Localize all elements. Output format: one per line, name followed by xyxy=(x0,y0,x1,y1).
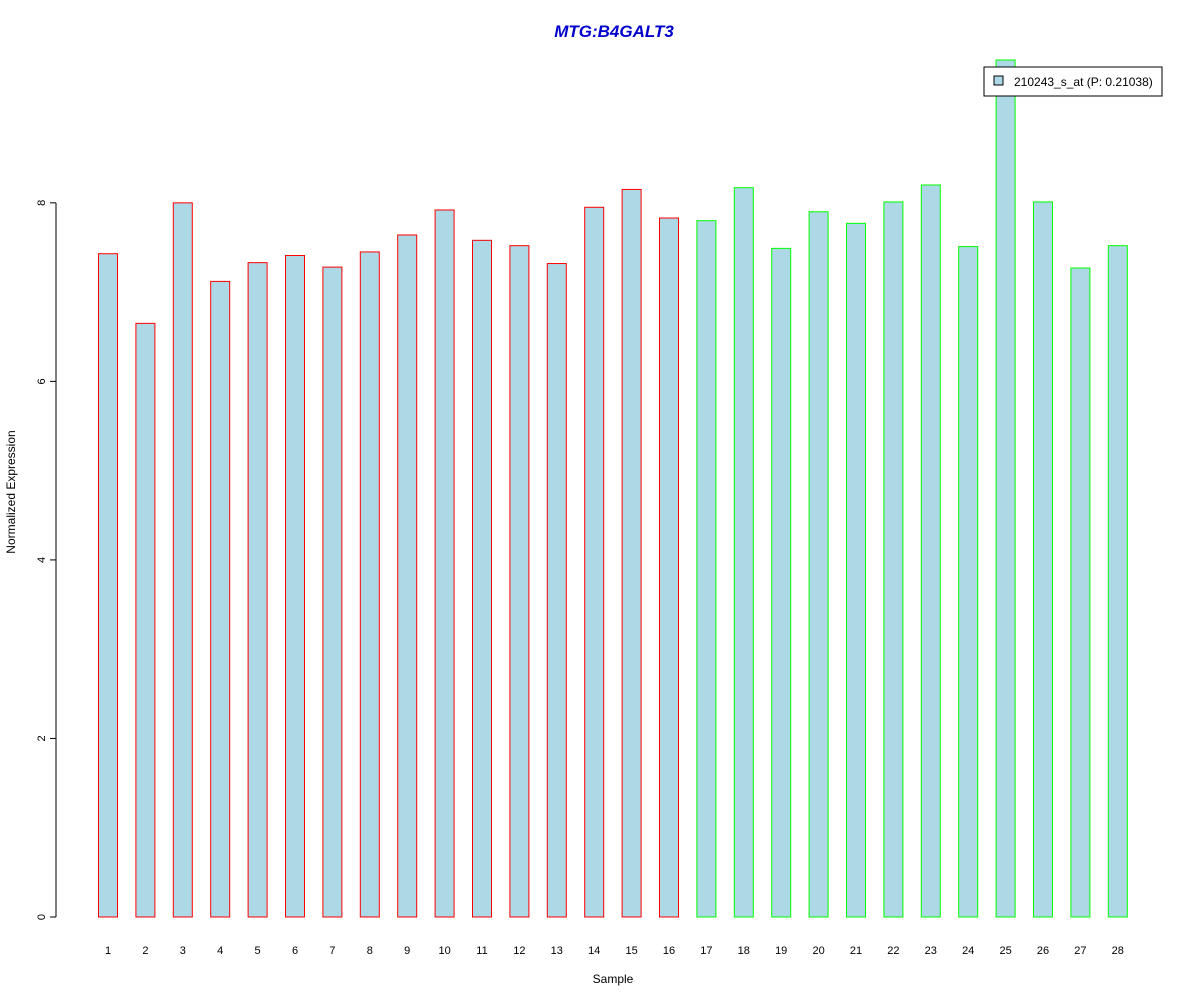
y-tick-label: 4 xyxy=(36,557,48,563)
bar-sample-5 xyxy=(247,262,268,918)
x-tick-label: 27 xyxy=(1074,945,1086,957)
chart-title: MTG:B4GALT3 xyxy=(554,22,674,41)
bar-sample-10 xyxy=(434,209,455,918)
legend-box xyxy=(983,66,1163,97)
bar-sample-8 xyxy=(359,251,380,918)
x-tick-label: 16 xyxy=(663,945,675,957)
x-tick-label: 14 xyxy=(588,945,600,957)
bar-sample-6 xyxy=(285,255,305,918)
bar-sample-19 xyxy=(771,247,792,918)
x-tick-label: 18 xyxy=(738,945,750,957)
x-tick-label: 9 xyxy=(404,945,410,957)
bar-sample-27 xyxy=(1070,267,1091,918)
y-axis: 0 2 4 6 8 xyxy=(36,200,57,920)
x-tick-label: 8 xyxy=(367,945,373,957)
bar-sample-2 xyxy=(135,322,156,918)
bar-sample-15 xyxy=(621,188,642,918)
bar-sample-25 xyxy=(995,59,1016,918)
bar-sample-22 xyxy=(883,201,904,918)
x-axis: 1 2 3 4 5 6 7 8 9 10 11 12 13 14 15 16 17 18 19 20 21 22 23 24 2… xyxy=(105,945,1124,957)
x-tick-label: 17 xyxy=(700,945,712,957)
x-tick-label: 21 xyxy=(850,945,862,957)
bar-sample-20 xyxy=(808,211,829,918)
y-tick-label: 0 xyxy=(36,914,48,920)
bar-sample-7 xyxy=(322,266,343,918)
x-tick-label: 15 xyxy=(625,945,637,957)
x-tick-label: 10 xyxy=(438,945,450,957)
y-tick-label: 8 xyxy=(36,200,48,206)
bar-sample-16 xyxy=(659,217,679,918)
x-tick-label: 2 xyxy=(142,945,148,957)
bars xyxy=(98,59,1128,918)
x-tick-label: 12 xyxy=(513,945,525,957)
x-tick-label: 23 xyxy=(925,945,937,957)
legend-swatch xyxy=(993,75,1004,86)
bar-sample-1 xyxy=(98,253,118,918)
bar-sample-13 xyxy=(546,263,567,918)
x-tick-label: 26 xyxy=(1037,945,1049,957)
bar-sample-11 xyxy=(472,239,492,918)
legend: 210243_s_at (P: 0.21038) xyxy=(983,66,1163,97)
x-tick-label: 28 xyxy=(1112,945,1124,957)
bar-sample-9 xyxy=(397,234,418,918)
x-tick-label: 24 xyxy=(962,945,974,957)
x-tick-label: 1 xyxy=(105,945,111,957)
bar-sample-23 xyxy=(920,184,941,918)
bar-sample-4 xyxy=(210,280,231,918)
bar-sample-14 xyxy=(584,206,605,918)
x-tick-label: 20 xyxy=(812,945,824,957)
x-tick-label: 13 xyxy=(551,945,563,957)
x-tick-label: 25 xyxy=(999,945,1011,957)
bar-sample-18 xyxy=(733,187,754,918)
x-tick-label: 3 xyxy=(180,945,186,957)
bar-sample-26 xyxy=(1033,201,1053,918)
x-tick-label: 22 xyxy=(887,945,899,957)
y-tick-label: 6 xyxy=(36,378,48,384)
y-tick-label: 2 xyxy=(36,735,48,741)
bar-sample-17 xyxy=(696,220,717,918)
x-tick-label: 6 xyxy=(292,945,298,957)
bar-sample-24 xyxy=(958,246,979,918)
bar-sample-28 xyxy=(1107,245,1128,918)
bar-sample-3 xyxy=(172,202,193,918)
x-tick-label: 5 xyxy=(255,945,261,957)
x-tick-label: 19 xyxy=(775,945,787,957)
bar-sample-21 xyxy=(846,222,866,918)
bar-sample-12 xyxy=(509,245,530,918)
x-axis-label: Sample xyxy=(593,972,634,986)
x-tick-label: 4 xyxy=(217,945,223,957)
x-tick-label: 11 xyxy=(476,945,487,957)
x-tick-label: 7 xyxy=(329,945,335,957)
y-axis-label: Normalized Expression xyxy=(4,430,18,553)
legend-label: 210243_s_at (P: 0.21038) xyxy=(1014,75,1153,89)
